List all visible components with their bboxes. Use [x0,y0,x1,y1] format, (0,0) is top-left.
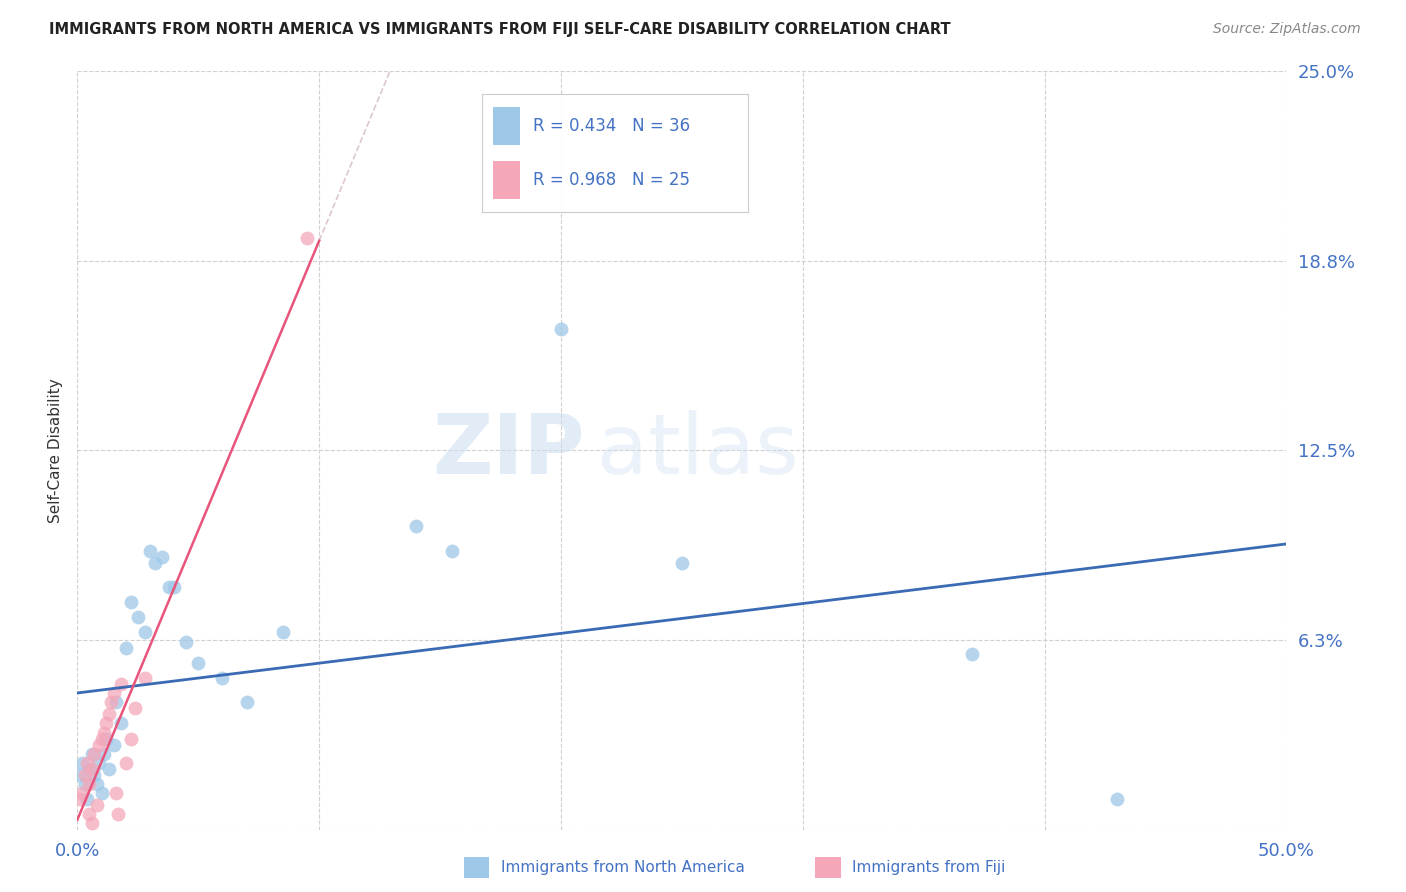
Point [114,756,136,770]
Point [124,701,146,715]
Point [105,695,128,709]
Point [87,738,110,752]
Point [671,556,693,570]
Text: Immigrants from Fiji: Immigrants from Fiji [852,860,1005,875]
Point [93,747,115,761]
Point [143,556,166,570]
Point [550,322,572,336]
Point [271,625,294,640]
Text: atlas: atlas [598,410,799,491]
Point [1107,792,1129,806]
Point [86,798,108,813]
Point [86,777,108,791]
Point [295,231,318,245]
Point [127,610,149,624]
Point [157,580,180,594]
Point [100,695,122,709]
Point [83,747,105,761]
Point [79,777,101,791]
Point [114,640,136,655]
Point [163,580,186,594]
Point [83,768,105,782]
Point [120,595,142,609]
Point [134,671,156,685]
Text: Source: ZipAtlas.com: Source: ZipAtlas.com [1213,22,1361,37]
Point [405,519,427,533]
Text: Immigrants from North America: Immigrants from North America [501,860,744,875]
Point [90,731,112,746]
Point [70,786,93,800]
Point [90,786,112,800]
Point [107,807,129,822]
Point [174,634,197,648]
Point [79,807,101,822]
Point [96,716,118,731]
Y-axis label: Self-Care Disability: Self-Care Disability [48,378,63,523]
Point [97,707,120,722]
Point [76,792,98,806]
Point [79,762,101,776]
Text: ZIP: ZIP [433,410,585,491]
Point [73,768,96,782]
Point [69,768,91,782]
Point [103,738,125,752]
Point [110,677,132,691]
Point [187,656,209,670]
Point [103,686,125,700]
Point [150,549,173,564]
Point [960,647,983,661]
Point [87,756,110,770]
Point [76,756,98,770]
Point [70,756,93,770]
Point [110,716,132,731]
Point [80,762,103,776]
Point [105,786,128,800]
Point [80,747,103,761]
Point [139,543,162,558]
Point [93,725,115,739]
Point [73,777,96,791]
Point [211,671,233,685]
Point [69,792,91,806]
Point [120,731,142,746]
Text: IMMIGRANTS FROM NORTH AMERICA VS IMMIGRANTS FROM FIJI SELF-CARE DISABILITY CORRE: IMMIGRANTS FROM NORTH AMERICA VS IMMIGRA… [49,22,950,37]
Point [80,816,103,830]
Point [97,762,120,776]
Point [134,625,156,640]
Point [441,543,464,558]
Point [235,695,257,709]
Point [96,731,118,746]
